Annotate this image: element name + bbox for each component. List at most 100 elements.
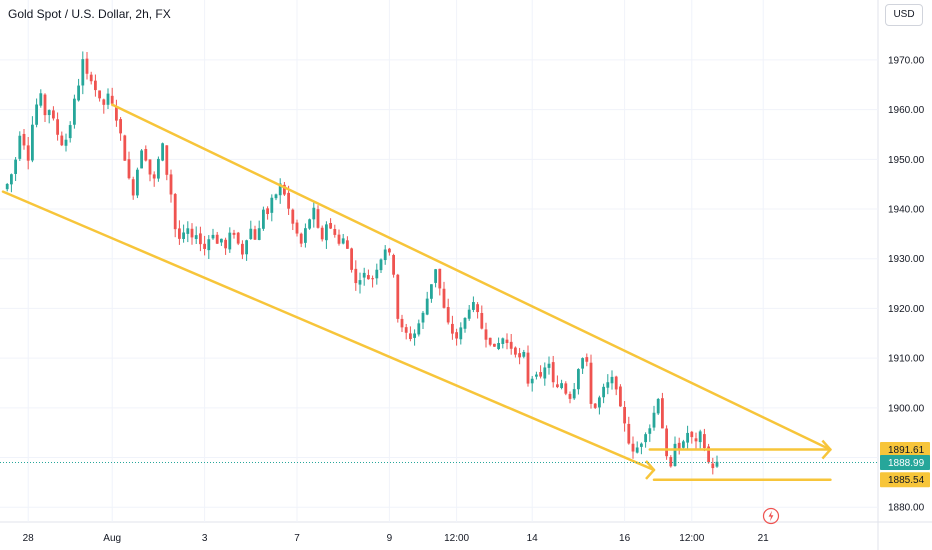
time-axis[interactable]: 28 Aug 3 7 9 12:00 14 16 12:00 21 (23, 533, 770, 544)
candle-body (430, 284, 433, 299)
candle-body (299, 233, 303, 244)
candle-body (241, 243, 244, 255)
candle-body (304, 228, 307, 243)
candle-body (711, 463, 715, 469)
candle-body (358, 280, 362, 285)
candle-body (333, 229, 337, 235)
candle-body (346, 240, 349, 249)
candle-body (367, 275, 370, 280)
y-tick-label: 1950.00 (888, 155, 925, 166)
candle-body (203, 243, 206, 249)
candle-body (698, 431, 702, 443)
candle-body (262, 209, 265, 229)
candle-body (438, 268, 442, 289)
candle-body (446, 307, 450, 323)
candle-body (661, 398, 664, 429)
candle-body (656, 399, 660, 414)
candle-body (383, 249, 387, 261)
currency-button[interactable]: USD (885, 4, 923, 26)
level-tag-lower: 1885.54 (888, 475, 925, 486)
candle-body (556, 384, 559, 388)
candle-body (375, 269, 379, 279)
candle-body (715, 461, 719, 467)
x-tick-label: 12:00 (444, 533, 469, 544)
candle-body (98, 90, 101, 99)
candle-body (669, 457, 673, 467)
candle-body (472, 302, 475, 310)
drawings (1, 103, 832, 481)
candle-body (39, 93, 43, 106)
candle-body (522, 351, 526, 357)
candle-body (652, 412, 656, 428)
candle-body (501, 338, 505, 344)
y-tick-label: 1900.00 (888, 403, 925, 414)
candle-body (505, 339, 509, 344)
candle-body (316, 209, 320, 228)
x-tick-label: 14 (527, 533, 539, 544)
candle-body (102, 99, 106, 105)
candle-body (627, 423, 631, 444)
candle-body (73, 98, 76, 125)
candle-body (211, 234, 215, 239)
candle-body (593, 403, 597, 408)
candle-body (18, 135, 22, 159)
lightning-icon[interactable] (762, 507, 780, 525)
candle-body (131, 179, 135, 196)
channel-arrow (821, 439, 832, 460)
candle-body (463, 317, 467, 329)
candle-body (106, 93, 110, 105)
candle-body (64, 139, 68, 146)
grid (0, 0, 878, 522)
level-tag-upper: 1891.61 (888, 445, 925, 456)
level-tag-lower-bg (880, 472, 930, 488)
x-tick-label: 9 (387, 533, 393, 544)
candle-body (215, 234, 219, 244)
candle-body (409, 333, 412, 339)
candle-body (417, 323, 421, 335)
candle-body (451, 323, 454, 334)
candle-body (598, 397, 601, 408)
x-tick-label: 12:00 (679, 533, 704, 544)
x-tick-label: Aug (103, 533, 121, 544)
channel-line (1, 190, 656, 472)
candle-body (476, 304, 479, 313)
price-axis[interactable]: 1880.001890.001900.001910.001920.001930.… (888, 55, 925, 513)
candle-body (350, 248, 353, 270)
candle-body (686, 432, 689, 443)
x-tick-label: 28 (23, 533, 35, 544)
candle-body (577, 369, 580, 390)
candle-body (467, 309, 471, 319)
candle-body (396, 274, 400, 319)
candle-body (665, 428, 668, 457)
candle-body (270, 197, 274, 213)
candle-body (480, 313, 484, 329)
candle-body (640, 443, 643, 447)
candle-body (694, 438, 698, 442)
candle-body (123, 135, 127, 161)
candle-body (421, 312, 425, 323)
candle-body (207, 239, 211, 251)
candle-body (31, 124, 34, 161)
candle-body (56, 119, 59, 135)
candle-body (257, 228, 261, 240)
candle-body (564, 383, 568, 394)
candle-body (278, 183, 282, 196)
candle-body (337, 234, 341, 244)
candle-body (362, 272, 366, 278)
current-price-tag: 1888.99 (888, 458, 925, 469)
candle-body (245, 240, 248, 255)
candle-body (152, 174, 156, 179)
channel-arrow (645, 460, 656, 480)
candle-body (115, 106, 118, 121)
price-tags: 1891.61 1888.99 1885.54 (880, 442, 930, 488)
candle-body (488, 337, 492, 345)
candle-body (493, 343, 496, 347)
candle-body (413, 333, 416, 338)
candle-body (551, 362, 555, 383)
candle-body (484, 329, 488, 340)
candle-body (379, 259, 383, 271)
candle-body (94, 80, 97, 91)
candle-body (606, 382, 610, 388)
candle-body (388, 248, 391, 253)
